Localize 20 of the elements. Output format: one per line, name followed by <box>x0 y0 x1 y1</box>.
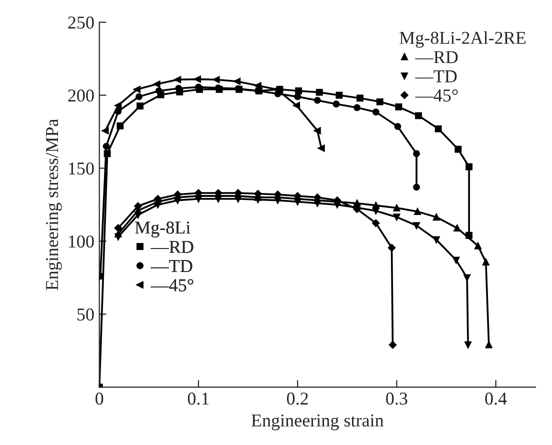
legend-label: —45° <box>150 279 194 292</box>
x-axis-title: Engineering strain <box>251 414 384 430</box>
y-tick-label: 150 <box>69 162 94 175</box>
y-axis-title: Engineering stress/MPa <box>46 118 62 290</box>
legend-label: —TD <box>150 260 192 272</box>
y-tick-label: 100 <box>69 235 94 248</box>
y-tick-label: 250 <box>68 16 94 29</box>
legend-label: —RD <box>150 240 194 253</box>
x-tick-label: 0 <box>96 392 104 405</box>
annotation: Mg-8Li <box>135 222 190 238</box>
x-tick-label: 0.1 <box>188 392 209 405</box>
legend-label: —TD <box>415 70 457 82</box>
legend-label: —RD <box>415 51 458 64</box>
y-tick-label: 200 <box>68 89 94 102</box>
x-tick-label: 0.3 <box>386 392 408 405</box>
x-tick-label: 0.4 <box>485 392 507 405</box>
x-tick-label: 0.2 <box>286 392 308 405</box>
y-tick-label: 50 <box>77 308 94 321</box>
annotation: Mg-8Li-2Al-2RE <box>400 31 526 48</box>
legend-label: —45° <box>415 89 458 102</box>
